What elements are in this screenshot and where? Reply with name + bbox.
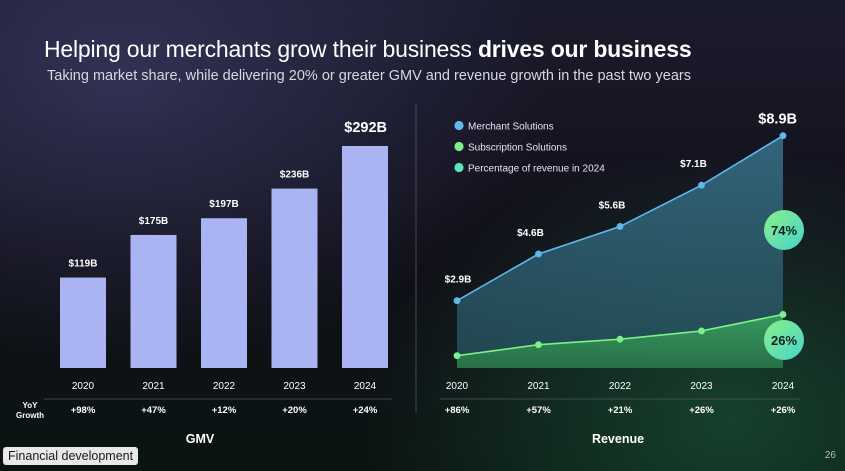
gmv-value-label: $197B [209, 199, 238, 210]
legend-swatch [454, 141, 464, 152]
subscription-point [698, 327, 705, 335]
title-bold: drives our business [477, 36, 692, 62]
revenue-value-label: $7.1B [680, 159, 707, 170]
merchant-area [457, 135, 783, 368]
gmv-year-label: 2022 [213, 381, 236, 392]
revenue-year-label: 2022 [609, 381, 632, 392]
subscription-point [535, 341, 542, 349]
gmv-bar [271, 188, 318, 368]
revenue-value-label: $8.9B [758, 112, 797, 128]
revenue-value-label: $2.9B [445, 275, 472, 286]
gmv-bar [342, 146, 388, 368]
revenue-growth-label: +26% [771, 405, 796, 416]
gmv-year-label: 2020 [72, 381, 95, 392]
revenue-year-label: 2021 [527, 381, 550, 392]
revenue-growth-label: +21% [608, 405, 633, 416]
revenue-growth-label: +26% [689, 405, 714, 416]
legend-label: Percentage of revenue in 2024 [468, 164, 605, 175]
gmv-growth-label: +98% [71, 405, 96, 416]
gmv-year-label: 2021 [142, 381, 165, 392]
gmv-year-label: 2024 [354, 381, 377, 392]
page-number: 26 [824, 450, 836, 461]
gmv-bar [201, 218, 247, 368]
revenue-growth-label: +57% [526, 405, 551, 416]
subscription-point [779, 311, 787, 318]
gmv-growth-label: +24% [353, 405, 378, 416]
merchant-point [616, 223, 624, 230]
share-label: 26% [771, 333, 797, 348]
yoy-label: Growth [16, 411, 44, 420]
gmv-value-label: $292B [344, 120, 387, 136]
section-badge: Financial development [3, 447, 139, 465]
gmv-growth-label: +20% [282, 405, 307, 416]
gmv-year-label: 2023 [283, 381, 306, 392]
gmv-bar [130, 234, 177, 368]
legend-swatch [454, 120, 464, 131]
subscription-point [616, 335, 624, 343]
revenue-year-label: 2020 [446, 381, 469, 392]
gmv-growth-label: +12% [212, 405, 237, 416]
revenue-value-label: $4.6B [517, 228, 544, 239]
gmv-bar [60, 277, 106, 368]
legend-swatch [454, 162, 464, 173]
page-title: Helping our merchants grow their busines… [44, 36, 692, 63]
revenue-growth-label: +86% [445, 405, 470, 416]
gmv-growth-label: +47% [141, 405, 166, 416]
revenue-axis-title: Revenue [592, 432, 644, 446]
revenue-year-label: 2024 [772, 381, 795, 392]
title-regular: Helping our merchants grow their busines… [44, 36, 478, 62]
merchant-point [779, 132, 787, 140]
merchant-point [698, 181, 705, 189]
share-label: 74% [771, 223, 797, 238]
gmv-value-label: $236B [280, 170, 309, 181]
subscription-point [453, 352, 461, 360]
share-circle [764, 320, 804, 360]
gmv-axis-title: GMV [186, 432, 215, 446]
yoy-label: YoY [23, 401, 39, 410]
merchant-point [453, 297, 461, 305]
gmv-value-label: $119B [69, 259, 98, 270]
legend-label: Subscription Solutions [468, 143, 567, 154]
share-circle [764, 210, 804, 250]
page-subtitle: Taking market share, while delivering 20… [47, 68, 691, 84]
revenue-value-label: $5.6B [599, 200, 626, 211]
revenue-year-label: 2023 [690, 381, 713, 392]
gmv-value-label: $175B [139, 216, 168, 227]
merchant-point [535, 250, 542, 258]
legend-label: Merchant Solutions [468, 122, 554, 133]
